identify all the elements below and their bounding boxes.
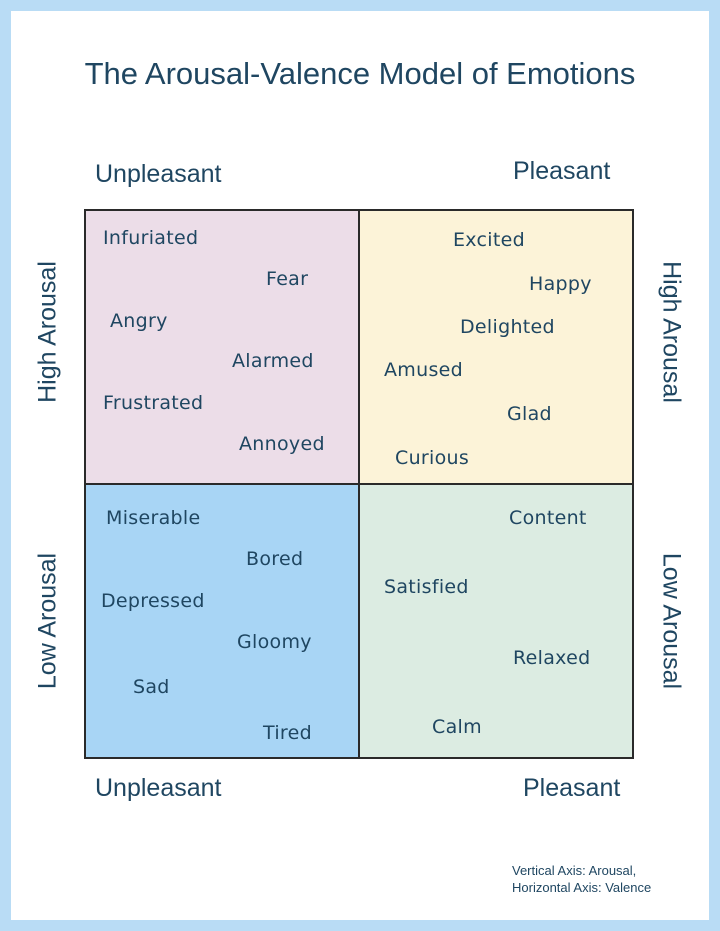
quadrant-low-arousal-pleasant: Content Satisfied Relaxed Calm (359, 484, 632, 757)
emotion-relaxed: Relaxed (513, 647, 591, 669)
emotion-bored: Bored (246, 548, 304, 570)
label-left-low-arousal: Low Arousal (33, 552, 62, 690)
quadrant-low-arousal-unpleasant: Miserable Bored Depressed Gloomy Sad Tir… (86, 484, 359, 757)
emotion-curious: Curious (395, 447, 470, 469)
emotion-happy: Happy (529, 273, 592, 295)
label-right-high-arousal: High Arousal (657, 261, 686, 403)
emotion-gloomy: Gloomy (237, 631, 312, 653)
axis-note: Vertical Axis: Arousal, Horizontal Axis:… (512, 862, 651, 896)
axis-note-line-2: Horizontal Axis: Valence (512, 880, 652, 895)
emotion-excited: Excited (453, 229, 525, 251)
emotion-satisfied: Satisfied (384, 576, 469, 598)
label-top-left-unpleasant: Unpleasant (95, 160, 222, 188)
emotion-angry: Angry (110, 310, 168, 332)
label-left-high-arousal: High Arousal (33, 261, 62, 403)
emotion-sad: Sad (133, 676, 170, 698)
quadrant-high-arousal-pleasant: Excited Happy Delighted Amused Glad Curi… (359, 211, 632, 484)
emotion-alarmed: Alarmed (232, 350, 314, 372)
emotion-fear: Fear (266, 268, 309, 290)
diagram-title: The Arousal-Valence Model of Emotions (84, 56, 636, 91)
emotion-content: Content (509, 507, 587, 529)
emotion-glad: Glad (507, 403, 552, 425)
emotion-frustrated: Frustrated (103, 392, 204, 414)
emotion-tired: Tired (263, 722, 312, 744)
arousal-valence-grid: Infuriated Fear Angry Alarmed Frustrated… (84, 209, 634, 759)
emotion-delighted: Delighted (460, 316, 555, 338)
emotion-depressed: Depressed (101, 590, 205, 612)
emotion-annoyed: Annoyed (239, 433, 325, 455)
emotion-amused: Amused (384, 359, 463, 381)
axis-note-line-1: Vertical Axis: Arousal, (512, 863, 637, 878)
label-top-right-pleasant: Pleasant (513, 157, 611, 185)
label-bottom-left-unpleasant: Unpleasant (95, 774, 222, 802)
emotion-infuriated: Infuriated (103, 227, 199, 249)
label-right-low-arousal: Low Arousal (657, 552, 686, 690)
label-bottom-right-pleasant: Pleasant (523, 774, 621, 802)
quadrant-high-arousal-unpleasant: Infuriated Fear Angry Alarmed Frustrated… (86, 211, 359, 484)
emotion-calm: Calm (432, 716, 482, 738)
emotion-miserable: Miserable (106, 507, 201, 529)
